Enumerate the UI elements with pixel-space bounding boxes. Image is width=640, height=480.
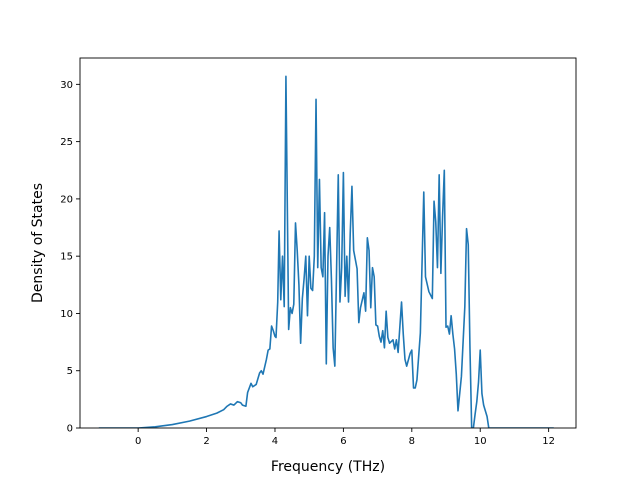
series-layer	[98, 75, 554, 428]
x-tick-label: 6	[340, 436, 346, 447]
y-tick-label: 25	[60, 137, 73, 148]
y-axis-label: Density of States	[30, 183, 46, 303]
plot-frame	[79, 57, 577, 429]
x-tick-label: 4	[272, 436, 278, 447]
y-tick-label: 5	[67, 366, 73, 377]
y-tick-label: 15	[60, 252, 73, 263]
y-tick-label: 20	[60, 194, 73, 205]
y-tick-label: 10	[60, 309, 73, 320]
x-tick-label: 0	[135, 436, 141, 447]
x-tick-label: 8	[409, 436, 415, 447]
y-tick-label: 0	[67, 424, 73, 435]
y-axis-ticks: 0 5 10 15 20 25 30	[60, 80, 80, 435]
x-axis-label: Frequency (THz)	[271, 459, 385, 475]
y-tick-label: 30	[60, 80, 73, 91]
series-line-0	[98, 75, 554, 428]
x-axis-ticks: 0 2 4 6 8 10 12	[135, 428, 555, 447]
x-tick-label: 10	[474, 436, 487, 447]
x-tick-label: 12	[542, 436, 555, 447]
x-tick-label: 2	[203, 436, 209, 447]
